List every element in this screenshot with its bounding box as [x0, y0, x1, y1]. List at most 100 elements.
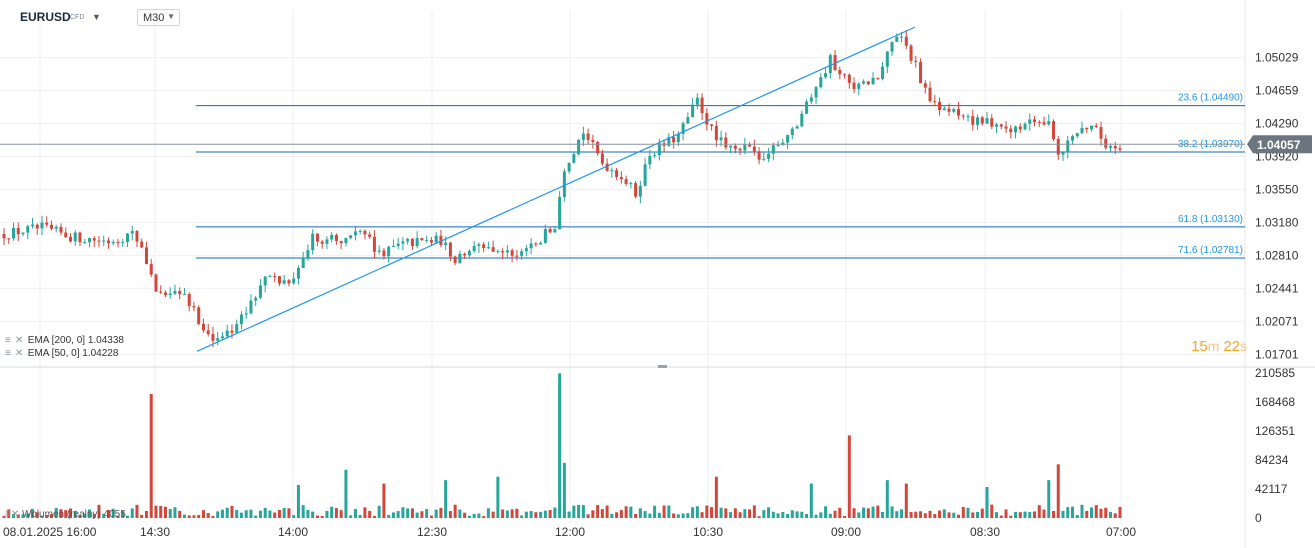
candle-body — [97, 240, 101, 242]
candle-body — [847, 74, 851, 83]
volume-bar — [909, 511, 913, 518]
volume-bar — [458, 509, 462, 518]
candle-body — [26, 226, 30, 233]
volume-bar — [1014, 512, 1018, 518]
close-icon[interactable]: ✕ — [15, 335, 24, 346]
volume-bar — [933, 514, 937, 518]
volume-bar — [691, 507, 695, 518]
candle-body — [942, 108, 946, 111]
volume-bar — [738, 512, 742, 518]
volume-bar — [966, 507, 970, 518]
candle-body — [933, 101, 937, 103]
candle-body — [1009, 128, 1013, 133]
trend-line[interactable] — [196, 26, 916, 352]
indicator-legend-ema50[interactable]: ≡ ✕ EMA [50, 0] 1.04228 — [5, 348, 118, 359]
candle-body — [591, 139, 595, 142]
volume-bar — [1033, 511, 1037, 518]
candle-body — [496, 251, 500, 253]
timeframe-select[interactable]: M30 ▼ — [137, 9, 180, 26]
volume-bar — [605, 505, 609, 518]
candle-body — [64, 232, 68, 238]
candle-body — [463, 253, 467, 256]
volume-bar — [539, 511, 543, 518]
candle-body — [2, 234, 6, 239]
volume-bar — [866, 508, 870, 518]
candle-body — [197, 307, 201, 324]
volume-tick-label: 168468 — [1255, 395, 1295, 409]
candle-body — [1023, 123, 1027, 130]
candle-body — [786, 135, 790, 143]
candle-body — [1056, 139, 1060, 155]
candle-body — [800, 113, 804, 127]
candle-body — [92, 238, 96, 241]
candle-body — [1037, 122, 1041, 124]
volume-bar — [686, 513, 690, 518]
candle-body — [420, 238, 424, 241]
volume-bar — [97, 504, 101, 518]
settings-icon[interactable]: ≡ — [5, 335, 11, 346]
volume-bar — [163, 506, 167, 518]
candle-body — [391, 246, 395, 248]
candle-body — [700, 97, 704, 114]
candle-body — [871, 77, 875, 85]
volume-bar — [68, 508, 72, 518]
candle-body — [277, 276, 281, 284]
candle-body — [83, 242, 87, 244]
candle-body — [73, 232, 77, 242]
close-icon[interactable]: ✕ — [10, 509, 20, 520]
volume-bar — [510, 509, 514, 518]
volume-bar — [629, 506, 633, 518]
candle-body — [168, 293, 172, 295]
close-icon[interactable]: ✕ — [15, 348, 24, 359]
candle-body — [572, 154, 576, 163]
volume-bar — [767, 507, 771, 518]
volume-bar — [154, 505, 158, 518]
candle-body — [263, 276, 267, 286]
settings-icon[interactable]: ≡ — [5, 348, 11, 359]
candle-body — [467, 250, 471, 256]
volume-axis: 210585 168468 126351 84234 42117 0 — [1255, 366, 1295, 525]
volume-bar — [1099, 508, 1103, 518]
volume-bar — [311, 511, 315, 518]
symbol-dropdown-chevron-down-icon[interactable]: ▼ — [92, 12, 101, 22]
volume-bar — [524, 511, 528, 518]
candle-body — [292, 278, 296, 284]
settings-icon[interactable]: ≡ — [5, 509, 11, 520]
candle-body — [235, 324, 239, 333]
symbol-name[interactable]: EURUSD — [20, 10, 71, 24]
volume-bar — [985, 487, 989, 518]
candle-body — [410, 238, 414, 247]
volume-legend[interactable]: ≡✕ Wolumen (realny) 4055 — [5, 509, 126, 520]
candle-body — [819, 77, 823, 88]
price-tick-label: 1.01701 — [1255, 347, 1299, 361]
volume-bar — [306, 509, 310, 518]
candle-body — [738, 148, 742, 151]
volume-bar — [7, 509, 11, 518]
candle-body — [78, 232, 82, 243]
volume-bar — [548, 510, 552, 518]
fib-level-label: 61.8 (1.03130) — [1178, 214, 1243, 225]
fib-level-label: 71.6 (1.02781) — [1178, 245, 1243, 256]
volume-bar — [339, 510, 343, 518]
volume-bar — [410, 508, 414, 518]
candle-body — [928, 87, 932, 102]
volume-bar — [786, 514, 790, 518]
trend-line-segment — [196, 26, 916, 352]
volume-bar — [387, 514, 391, 518]
volume-bar — [1018, 512, 1022, 518]
indicator-legend-ema200[interactable]: ≡ ✕ EMA [200, 0] 1.04338 — [5, 335, 124, 346]
candle-body — [676, 133, 680, 143]
volume-bar — [710, 507, 714, 518]
candlestick-series — [2, 29, 1122, 348]
candle-body — [363, 230, 367, 235]
volume-bar — [187, 515, 191, 518]
candle-body — [971, 116, 975, 125]
candle-body — [187, 294, 191, 307]
candle-body — [258, 285, 262, 298]
volume-bar — [425, 509, 429, 518]
candle-body — [795, 126, 799, 129]
volume-bar — [73, 510, 77, 518]
fibonacci-retracement[interactable]: 23.6 (1.04490)38.2 (1.03970)61.8 (1.0313… — [196, 93, 1245, 259]
price-tick-label: 1.05029 — [1255, 51, 1299, 65]
